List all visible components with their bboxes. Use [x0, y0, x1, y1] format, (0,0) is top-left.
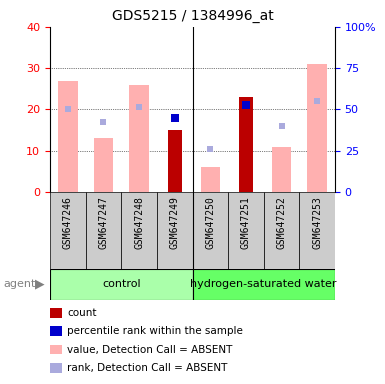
Bar — [300, 192, 335, 269]
Bar — [157, 192, 192, 269]
Text: percentile rank within the sample: percentile rank within the sample — [67, 326, 243, 336]
Bar — [192, 192, 228, 269]
Bar — [50, 27, 85, 192]
Bar — [228, 27, 264, 192]
Bar — [167, 130, 182, 192]
Text: GSM647247: GSM647247 — [99, 196, 109, 249]
Bar — [94, 138, 113, 192]
Text: control: control — [102, 279, 141, 289]
Text: ▶: ▶ — [35, 278, 44, 291]
Text: GSM647251: GSM647251 — [241, 196, 251, 249]
Text: hydrogen-saturated water: hydrogen-saturated water — [191, 279, 337, 289]
Bar — [192, 269, 335, 300]
Bar — [201, 167, 220, 192]
Bar — [264, 27, 300, 192]
Bar — [58, 81, 78, 192]
Text: GSM647250: GSM647250 — [205, 196, 215, 249]
Text: agent: agent — [4, 279, 36, 289]
Text: GSM647252: GSM647252 — [276, 196, 286, 249]
Text: GSM647253: GSM647253 — [312, 196, 322, 249]
Text: value, Detection Call = ABSENT: value, Detection Call = ABSENT — [67, 345, 233, 355]
Bar — [300, 27, 335, 192]
Bar — [85, 192, 121, 269]
Bar — [121, 27, 157, 192]
Text: GSM647249: GSM647249 — [170, 196, 180, 249]
Bar — [192, 27, 228, 192]
Bar — [157, 27, 192, 192]
Bar — [228, 192, 264, 269]
Text: GSM647246: GSM647246 — [63, 196, 73, 249]
Bar — [50, 269, 192, 300]
Bar — [50, 192, 85, 269]
Text: rank, Detection Call = ABSENT: rank, Detection Call = ABSENT — [67, 363, 228, 373]
Bar — [129, 85, 149, 192]
Bar — [85, 27, 121, 192]
Text: count: count — [67, 308, 97, 318]
Bar — [121, 192, 157, 269]
Bar — [307, 64, 327, 192]
Title: GDS5215 / 1384996_at: GDS5215 / 1384996_at — [112, 9, 273, 23]
Bar — [239, 97, 253, 192]
Bar — [272, 147, 291, 192]
Bar — [264, 192, 300, 269]
Text: GSM647248: GSM647248 — [134, 196, 144, 249]
